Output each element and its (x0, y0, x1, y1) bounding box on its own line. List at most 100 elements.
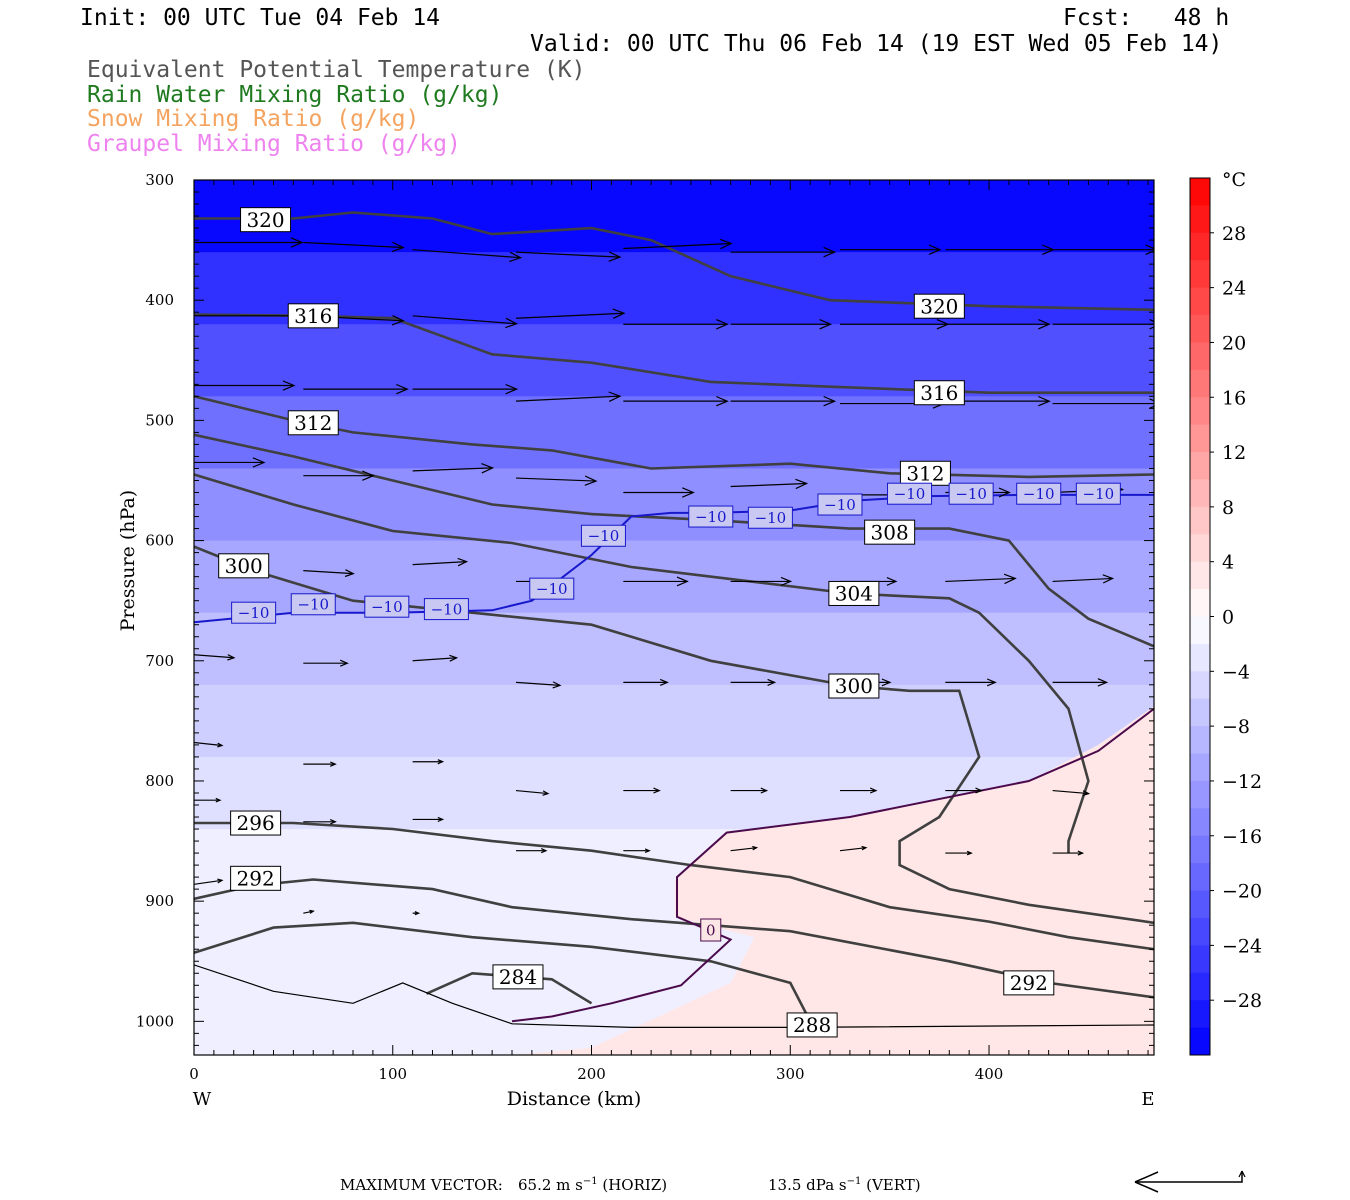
field-label-snow: Snow Mixing Ratio (g/kg) (87, 106, 420, 132)
valid-time: Valid: 00 UTC Thu 06 Feb 14 (19 EST Wed … (530, 31, 1223, 57)
colorbar-segment-16 (1190, 616, 1210, 645)
wind-vector-head-68 (861, 845, 868, 851)
x-tick-label-300: 300 (776, 1065, 805, 1083)
colorbar-segment-28 (1190, 945, 1210, 974)
theta-e-label-320-0-box (240, 207, 292, 233)
colorbar-segment-11 (1190, 479, 1210, 508)
colorbar-tick-label--16: −16 (1222, 826, 1262, 848)
wind-vector-head-13 (716, 319, 729, 330)
colorbar-tick-label-16: 16 (1222, 387, 1246, 409)
wind-vector-head-20 (505, 383, 519, 395)
theta-e-label-300-0: 300 (225, 554, 263, 578)
x-tick-label-0: 0 (189, 1065, 199, 1083)
wind-vector-2 (412, 249, 521, 259)
theta-e-label-312-0-box (287, 410, 339, 436)
theta-e-label-284-0: 284 (499, 965, 537, 989)
wind-vector-head-16 (1038, 319, 1051, 330)
wind-vector-head-10 (391, 315, 405, 326)
field-label-rain: Rain Water Mixing Ratio (g/kg) (87, 82, 503, 108)
wind-vector-head-67 (752, 845, 759, 851)
colorbar-segment-10 (1190, 452, 1210, 480)
wind-vector-head-51 (986, 678, 997, 687)
y-tick-label-700: 700 (145, 652, 174, 670)
theta-e-label-308-0: 308 (871, 520, 909, 544)
temp-band-4 (194, 468, 1154, 542)
y-tick-label-900: 900 (145, 892, 174, 910)
isotherm-minus10-label-11-box (1016, 482, 1062, 505)
wind-vector-head-53 (217, 742, 224, 748)
theta-e-label-320-1-box (913, 293, 965, 319)
init-time: Init: 00 UTC Tue 04 Feb 14 (80, 5, 441, 31)
wind-vector-head-29 (481, 463, 495, 474)
temp-band-0 (194, 180, 1154, 253)
colorbar: 28 24 20 16 12 8 4 0 −4 −8 −12 −16 −20 −24 −28 °C (1189, 169, 1262, 1056)
theta-e-label-304-0-box (828, 580, 880, 606)
isotherm-minus10-label-2-box (364, 595, 410, 618)
colorbar-segment-9 (1190, 424, 1210, 453)
wind-vector-head-17 (1149, 319, 1154, 330)
plot-frame (193, 179, 1155, 1056)
y-axis-label: Pressure (hPa) (117, 490, 139, 632)
isotherm-minus10-label-9-box (887, 482, 933, 505)
colorbar-tick-label-4: 4 (1222, 552, 1234, 574)
colorbar-segment-15 (1190, 589, 1210, 617)
isotherm-zero-label-0-box (700, 918, 722, 942)
isotherm-zero-label-0: 0 (706, 921, 716, 939)
colorbar-segment-27 (1190, 917, 1210, 946)
colorbar-tick-label--12: −12 (1222, 771, 1262, 793)
y-tick-label-1000: 1000 (136, 1012, 174, 1030)
theta-e-label-300-1: 300 (835, 674, 873, 698)
theta-e-label-292-0-box (230, 865, 282, 891)
wind-vector-head-65 (540, 848, 548, 854)
wind-vector-4 (623, 242, 732, 250)
colorbar-segment-6 (1190, 342, 1210, 371)
wind-vector-21 (515, 395, 621, 402)
theta-e-label-296-0: 296 (237, 811, 275, 835)
theta-e-label-308-0-box (864, 519, 916, 545)
wind-vector-head-72 (309, 909, 315, 914)
wind-vector-37 (412, 561, 467, 566)
isotherm-minus10-label-6-box (688, 505, 734, 528)
theta-e-label-320-1: 320 (920, 294, 958, 318)
y-tick-label-600: 600 (145, 532, 174, 550)
wind-vector-head-2 (509, 251, 523, 263)
wind-vector-head-5 (823, 246, 837, 258)
wind-vector-61 (1052, 789, 1089, 795)
wind-vector-11 (412, 315, 517, 325)
colorbar-segment-1 (1190, 205, 1210, 234)
wind-vector-head-66 (644, 848, 651, 853)
wind-vector-head-49 (767, 678, 777, 686)
isotherm-minus10-label-8: −10 (824, 496, 856, 514)
isotherm-minus10-label-1: −10 (297, 596, 329, 614)
isotherm-minus10-label-3: −10 (431, 600, 463, 618)
x-tick-label-100: 100 (378, 1065, 407, 1083)
wind-vector-head-39 (676, 576, 689, 587)
isotherm-zero (511, 708, 1154, 1023)
wind-vector-30 (515, 477, 597, 482)
colorbar-segment-18 (1190, 671, 1210, 700)
colorbar-segment-29 (1190, 972, 1210, 1001)
colorbar-tick-label--28: −28 (1222, 990, 1262, 1012)
wind-vector-head-26 (1149, 398, 1154, 409)
isotherm-minus10-label-3-box (423, 598, 469, 621)
wind-vector-32 (730, 482, 807, 488)
warm-region (512, 706, 1154, 1055)
wind-vector-head-34 (998, 487, 1011, 498)
colorbar-segment-17 (1190, 643, 1210, 672)
isotherm-minus10-label-0: −10 (238, 604, 270, 622)
isotherm-minus10-label-7: −10 (755, 509, 787, 527)
plot-area (194, 180, 1154, 1055)
isotherm-minus10-label-12-box (1075, 482, 1121, 505)
colorbar-segment-26 (1190, 890, 1210, 919)
wind-vector-head-21 (608, 391, 622, 402)
wind-vector-head-25 (1038, 395, 1051, 407)
wind-vector-head-58 (760, 787, 769, 794)
wind-vector-head-11 (505, 317, 519, 329)
wind-vector-head-54 (329, 761, 337, 767)
theta-e-label-316-1-box (913, 380, 965, 406)
wind-vector-head-18 (282, 380, 296, 391)
colorbar-tick-label--8: −8 (1222, 716, 1250, 738)
colorbar-tick-label-12: 12 (1222, 442, 1246, 464)
colorbar-segment-31 (1190, 1027, 1210, 1056)
wind-vector-1 (303, 241, 404, 249)
